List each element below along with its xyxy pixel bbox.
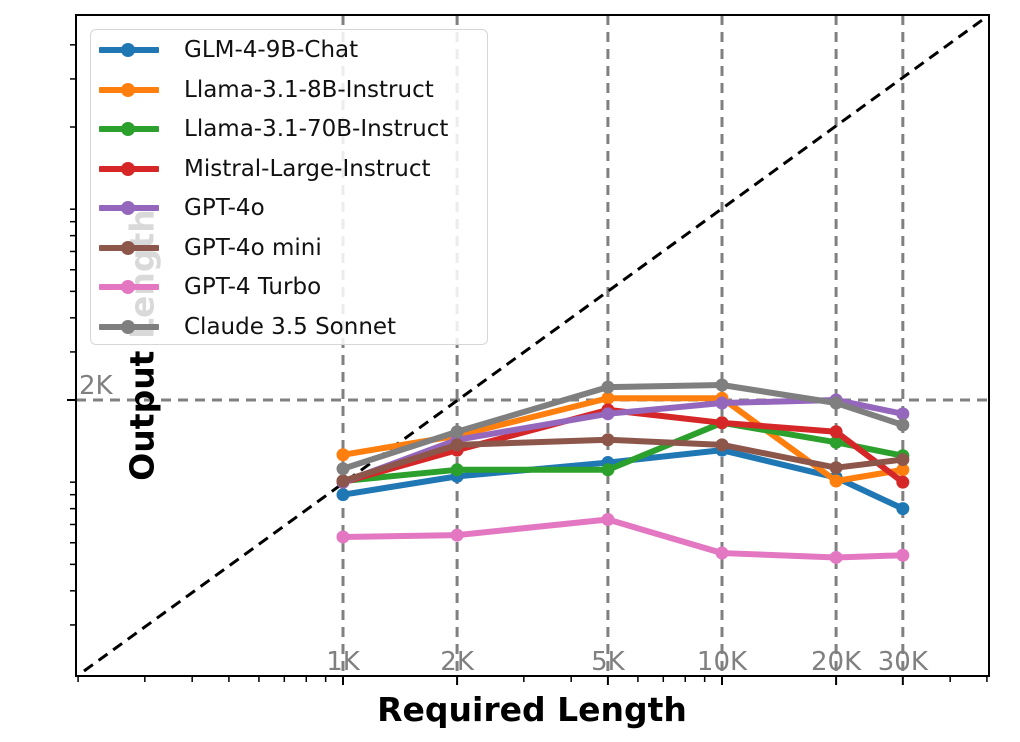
legend-label: Mistral-Large-Instruct: [184, 155, 431, 182]
x-tick-label: 30K: [878, 647, 929, 677]
series-line: [342, 419, 904, 484]
data-point: [601, 463, 615, 477]
legend-item: Mistral-Large-Instruct: [91, 150, 431, 188]
legend-line-marker-icon: [99, 43, 159, 57]
legend-item: GPT-4 Turbo: [91, 268, 321, 306]
data-point: [715, 396, 729, 410]
legend-label: GPT-4 Turbo: [184, 274, 322, 300]
data-point: [450, 463, 464, 477]
data-point: [896, 407, 910, 421]
data-point: [829, 396, 843, 410]
series-line: [341, 397, 904, 485]
legend-item: GLM-4-9B-Chat: [91, 31, 358, 69]
series-line: [342, 381, 904, 472]
data-point: [896, 502, 910, 516]
data-point: [601, 433, 615, 447]
legend-label: GPT-4o: [184, 195, 265, 221]
series-line: [342, 516, 903, 561]
x-tick-label: 20K: [811, 647, 862, 677]
legend-item: Claude 3.5 Sonnet: [91, 308, 396, 346]
x-tick-label: 1K: [326, 647, 361, 677]
series-layer: [336, 378, 910, 564]
data-point: [896, 418, 910, 432]
data-point: [715, 546, 729, 560]
plot-frame: [75, 14, 990, 677]
legend-line-marker-icon: [99, 319, 159, 334]
legend-line-marker-icon: [99, 82, 159, 97]
x-tick-label: 2K: [440, 647, 475, 677]
data-point: [715, 378, 729, 392]
series-line: [342, 406, 905, 486]
data-point: [601, 407, 615, 421]
legend-item: Llama-3.1-70B-Instruct: [91, 110, 448, 148]
legend-line-marker-icon: [99, 122, 159, 136]
data-point: [450, 425, 464, 439]
x-axis-label: Required Length: [377, 690, 687, 729]
data-point: [896, 463, 910, 477]
legend-label: GLM-4-9B-Chat: [184, 37, 359, 63]
data-point: [336, 530, 350, 544]
data-point: [829, 425, 843, 439]
data-point: [896, 548, 910, 562]
data-point: [336, 448, 350, 462]
legend-label: Llama-3.1-8B-Instruct: [184, 76, 434, 103]
legend-line-marker-icon: [99, 201, 159, 215]
data-point: [601, 512, 615, 526]
data-point: [829, 550, 843, 564]
data-point: [601, 380, 615, 394]
data-point: [601, 391, 615, 405]
legend-label: GPT-4o mini: [184, 234, 322, 261]
data-point: [336, 462, 350, 476]
data-point: [829, 435, 843, 449]
series-line: [342, 447, 905, 512]
legend-line-marker-icon: [99, 161, 159, 176]
diagonal-reference-line: [83, 16, 986, 673]
data-point: [715, 438, 729, 452]
axes: [67, 14, 990, 685]
legend-item: Llama-3.1-8B-Instruct: [91, 71, 434, 109]
legend-label: Claude 3.5 Sonnet: [184, 313, 397, 340]
series-line: [342, 436, 904, 484]
data-point: [896, 453, 910, 467]
tick-labels: 1K 2K 5K 10K 20K 30K 2K: [79, 371, 929, 677]
legend-line-marker-icon: [99, 240, 159, 255]
legend: GLM-4-9B-Chat Llama-3.1-8B-Instruct Llama-…: [90, 29, 488, 345]
x-tick-label: 10K: [697, 647, 748, 677]
legend-item: GPT-4o mini: [91, 229, 322, 267]
data-point: [715, 416, 729, 430]
data-point: [829, 461, 843, 475]
data-point: [336, 488, 350, 502]
legend-item: GPT-4o: [91, 189, 265, 227]
data-point: [829, 474, 843, 488]
legend-label: Llama-3.1-70B-Instruct: [184, 116, 449, 142]
x-tick-label: 5K: [591, 647, 626, 677]
legend-line-marker-icon: [99, 280, 159, 294]
data-point: [450, 438, 464, 452]
data-point: [896, 475, 910, 489]
data-point: [336, 474, 350, 488]
y-tick-label: 2K: [79, 371, 114, 401]
data-point: [450, 528, 464, 542]
